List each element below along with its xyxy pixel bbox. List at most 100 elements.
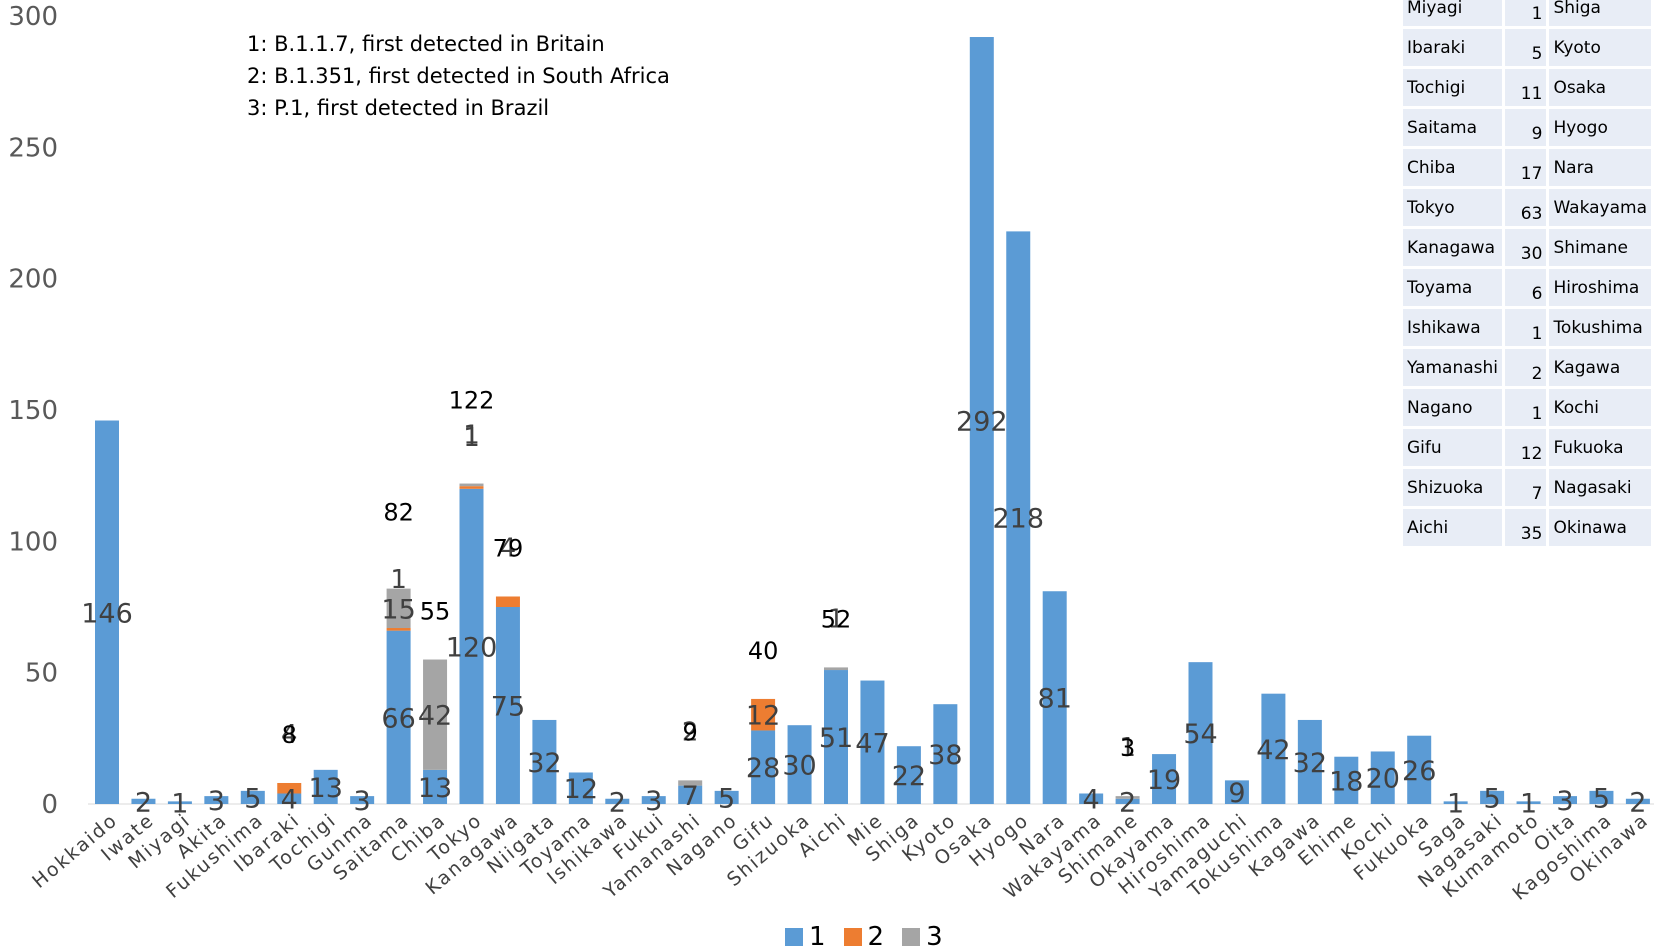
- bar-series-1: [1224, 780, 1249, 804]
- table-cell-value: 1: [1505, 389, 1547, 426]
- data-label-series-1: 2: [609, 787, 626, 818]
- y-tick-label: 50: [25, 659, 58, 689]
- data-label-series-1: 42: [1256, 735, 1290, 766]
- data-label-series-3: 42: [418, 701, 452, 732]
- legend-swatch-2: [843, 928, 862, 946]
- table-cell-prefecture: Aichi: [1403, 509, 1502, 546]
- y-tick-label: 200: [8, 265, 58, 295]
- variant-note-2: 2: B.1.351, first detected in South Afri…: [247, 64, 670, 88]
- data-label-series-3: 1: [1119, 733, 1136, 763]
- table-row: Miyagi 1 Shiga: [1403, 0, 1651, 26]
- bar-series-1: [131, 798, 156, 804]
- bar-series-2: [277, 782, 302, 794]
- bar-series-1: [204, 796, 229, 804]
- data-label-series-1: 20: [1366, 764, 1400, 795]
- total-label: 40: [748, 637, 779, 665]
- data-label-series-3: 2: [682, 717, 699, 747]
- data-label-series-1: 3: [208, 786, 225, 817]
- data-label-series-2: 1: [390, 565, 407, 595]
- bar-series-2: [459, 486, 484, 489]
- bar-series-1: [1625, 798, 1650, 804]
- table-cell-value: 11: [1505, 69, 1547, 106]
- bar-series-1: [1261, 693, 1286, 804]
- bar-series-1: [95, 420, 119, 804]
- bar-series-1: [787, 725, 812, 804]
- table-cell-prefecture-right: Hiroshima: [1549, 269, 1651, 306]
- bar-series-1: [605, 798, 630, 804]
- table-row: Ibaraki 5 Kyoto: [1403, 29, 1651, 66]
- y-tick-label: 100: [8, 527, 58, 557]
- total-label: 9: [683, 718, 698, 746]
- bar-series-1: [1006, 231, 1031, 805]
- bar-series-1: [459, 488, 484, 804]
- data-label-series-1: 38: [928, 740, 962, 771]
- data-label-series-1: 1: [1447, 789, 1464, 820]
- bar-series-1: [313, 769, 338, 804]
- data-label-series-1: 13: [418, 773, 452, 804]
- y-tick-label: 250: [8, 133, 58, 163]
- data-label-series-1: 18: [1329, 766, 1363, 797]
- bar-series-1: [1553, 796, 1577, 804]
- data-label-series-1: 32: [1293, 748, 1327, 779]
- data-label-series-1: 12: [564, 774, 598, 805]
- table-cell-prefecture: Toyama: [1403, 269, 1502, 306]
- table-row: Ishikawa 1 Tokushima: [1403, 309, 1651, 346]
- table-cell-prefecture-right: Tokushima: [1549, 309, 1651, 346]
- bar-series-1: [350, 796, 375, 804]
- bar-series-1: [568, 772, 593, 804]
- table-cell-prefecture-right: Shiga: [1549, 0, 1651, 26]
- table-cell-prefecture-right: Kyoto: [1549, 29, 1651, 66]
- table-cell-value: 35: [1505, 509, 1547, 546]
- data-label-series-1: 120: [446, 632, 498, 663]
- total-label: 122: [449, 387, 495, 415]
- total-label: 52: [821, 605, 852, 633]
- table-cell-prefecture-right: Kochi: [1549, 389, 1651, 426]
- table-row: Tochigi 11 Osaka: [1403, 69, 1651, 106]
- data-label-series-2: 4: [281, 720, 298, 750]
- table-cell-prefecture-right: Nara: [1549, 149, 1651, 186]
- data-label-series-1: 218: [992, 504, 1044, 535]
- data-label-series-1: 28: [746, 753, 780, 784]
- table-row: Saitama 9 Hyogo: [1403, 109, 1651, 146]
- data-label-series-1: 3: [354, 786, 371, 817]
- data-label-series-3: 1: [463, 421, 480, 451]
- bar-series-1: [641, 796, 666, 804]
- bar-series-1: [1516, 801, 1541, 804]
- data-label-series-1: 3: [1556, 786, 1573, 817]
- bar-series-2: [751, 698, 776, 731]
- table-cell-prefecture: Ishikawa: [1403, 309, 1502, 346]
- data-label-series-1: 51: [819, 723, 853, 754]
- bar-series-1: [1079, 793, 1104, 804]
- bar-series-1: [860, 680, 885, 804]
- table-cell-prefecture: Tokyo: [1403, 189, 1502, 226]
- table-cell-prefecture-right: Fukuoka: [1549, 429, 1651, 466]
- data-label-series-1: 66: [381, 703, 415, 734]
- table-cell-prefecture-right: Shimane: [1549, 229, 1651, 266]
- bar-series-1: [896, 746, 921, 804]
- variant-note-1: 1: B.1.1.7, first detected in Britain: [247, 32, 605, 56]
- data-label-series-1: 26: [1402, 756, 1436, 787]
- total-label: 55: [420, 598, 451, 626]
- table-cell-prefecture-right: Nagasaki: [1549, 469, 1651, 506]
- table-row: Yamanashi 2 Kagawa: [1403, 349, 1651, 386]
- data-label-series-1: 30: [782, 751, 816, 782]
- bar-series-1: [751, 730, 776, 804]
- legend-item-3: 3: [902, 922, 943, 952]
- total-label: 8: [282, 721, 297, 749]
- table-cell-value: 5: [1505, 29, 1547, 66]
- bar-series-1: [1152, 754, 1177, 804]
- data-label-series-1: 5: [244, 783, 261, 814]
- y-tick-label: 0: [41, 790, 58, 820]
- bar-series-1: [933, 704, 958, 804]
- bar-series-2: [386, 628, 411, 631]
- data-label-series-1: 9: [1228, 778, 1245, 809]
- data-label-series-1: 4: [1083, 785, 1100, 816]
- table-cell-prefecture-right: Wakayama: [1549, 189, 1651, 226]
- y-tick-label: 150: [8, 396, 58, 426]
- table-cell-prefecture-right: Okinawa: [1549, 509, 1651, 546]
- table-cell-prefecture: Saitama: [1403, 109, 1502, 146]
- bar-series-2: [495, 596, 520, 607]
- bar-series-1: [532, 719, 557, 804]
- data-label-series-1: 32: [527, 748, 561, 779]
- table-cell-value: 2: [1505, 349, 1547, 386]
